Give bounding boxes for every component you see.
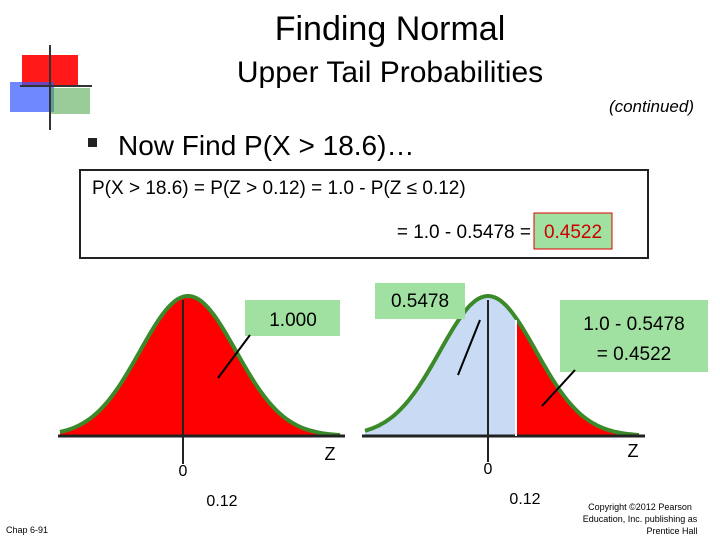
lower-area bbox=[365, 296, 639, 436]
axis-label: Z bbox=[628, 441, 639, 461]
label: 0.5478 bbox=[391, 291, 449, 312]
arrow bbox=[541, 369, 576, 407]
subtitle: (continued) bbox=[609, 97, 694, 116]
arrow bbox=[217, 334, 251, 379]
bell-curve bbox=[59, 293, 341, 438]
bullet-marker bbox=[88, 138, 97, 147]
title: Finding Normal bbox=[275, 10, 506, 48]
zero-label: 0 bbox=[179, 463, 188, 480]
footer: Chap 6-91 bbox=[6, 525, 48, 535]
label-box bbox=[245, 300, 340, 336]
curves bbox=[58, 293, 645, 464]
formula: = 1.0 - 0.5478 = bbox=[397, 222, 531, 243]
formula: P(X > 18.6) = P(Z > 0.12) = 1.0 - P(Z ≤ … bbox=[92, 178, 466, 199]
z-label: 0.12 bbox=[206, 493, 237, 510]
bullet: Now Find P(X > 18.6)… bbox=[118, 130, 414, 161]
formula-box bbox=[79, 169, 649, 259]
footer: Prentice Hall bbox=[646, 526, 697, 536]
label-box bbox=[375, 283, 465, 319]
axis-label: Z bbox=[325, 444, 336, 464]
label: 1.000 bbox=[269, 310, 317, 331]
tail-area bbox=[60, 296, 340, 436]
answer: 0.4522 bbox=[544, 222, 602, 243]
label: = 0.4522 bbox=[597, 344, 672, 365]
title: Upper Tail Probabilities bbox=[237, 56, 543, 89]
label-box bbox=[560, 300, 708, 372]
logo bbox=[10, 45, 92, 130]
zero-label: 0 bbox=[484, 461, 493, 478]
footer: Copyright ©2012 Pearson bbox=[588, 502, 692, 512]
label: 1.0 - 0.5478 bbox=[583, 314, 684, 335]
answer-box bbox=[533, 212, 613, 250]
bell-curve bbox=[364, 294, 640, 437]
z-label: 0.12 bbox=[509, 491, 540, 508]
footer: Education, Inc. publishing as bbox=[583, 514, 698, 524]
tail-area bbox=[517, 319, 639, 436]
arrow bbox=[457, 319, 481, 376]
